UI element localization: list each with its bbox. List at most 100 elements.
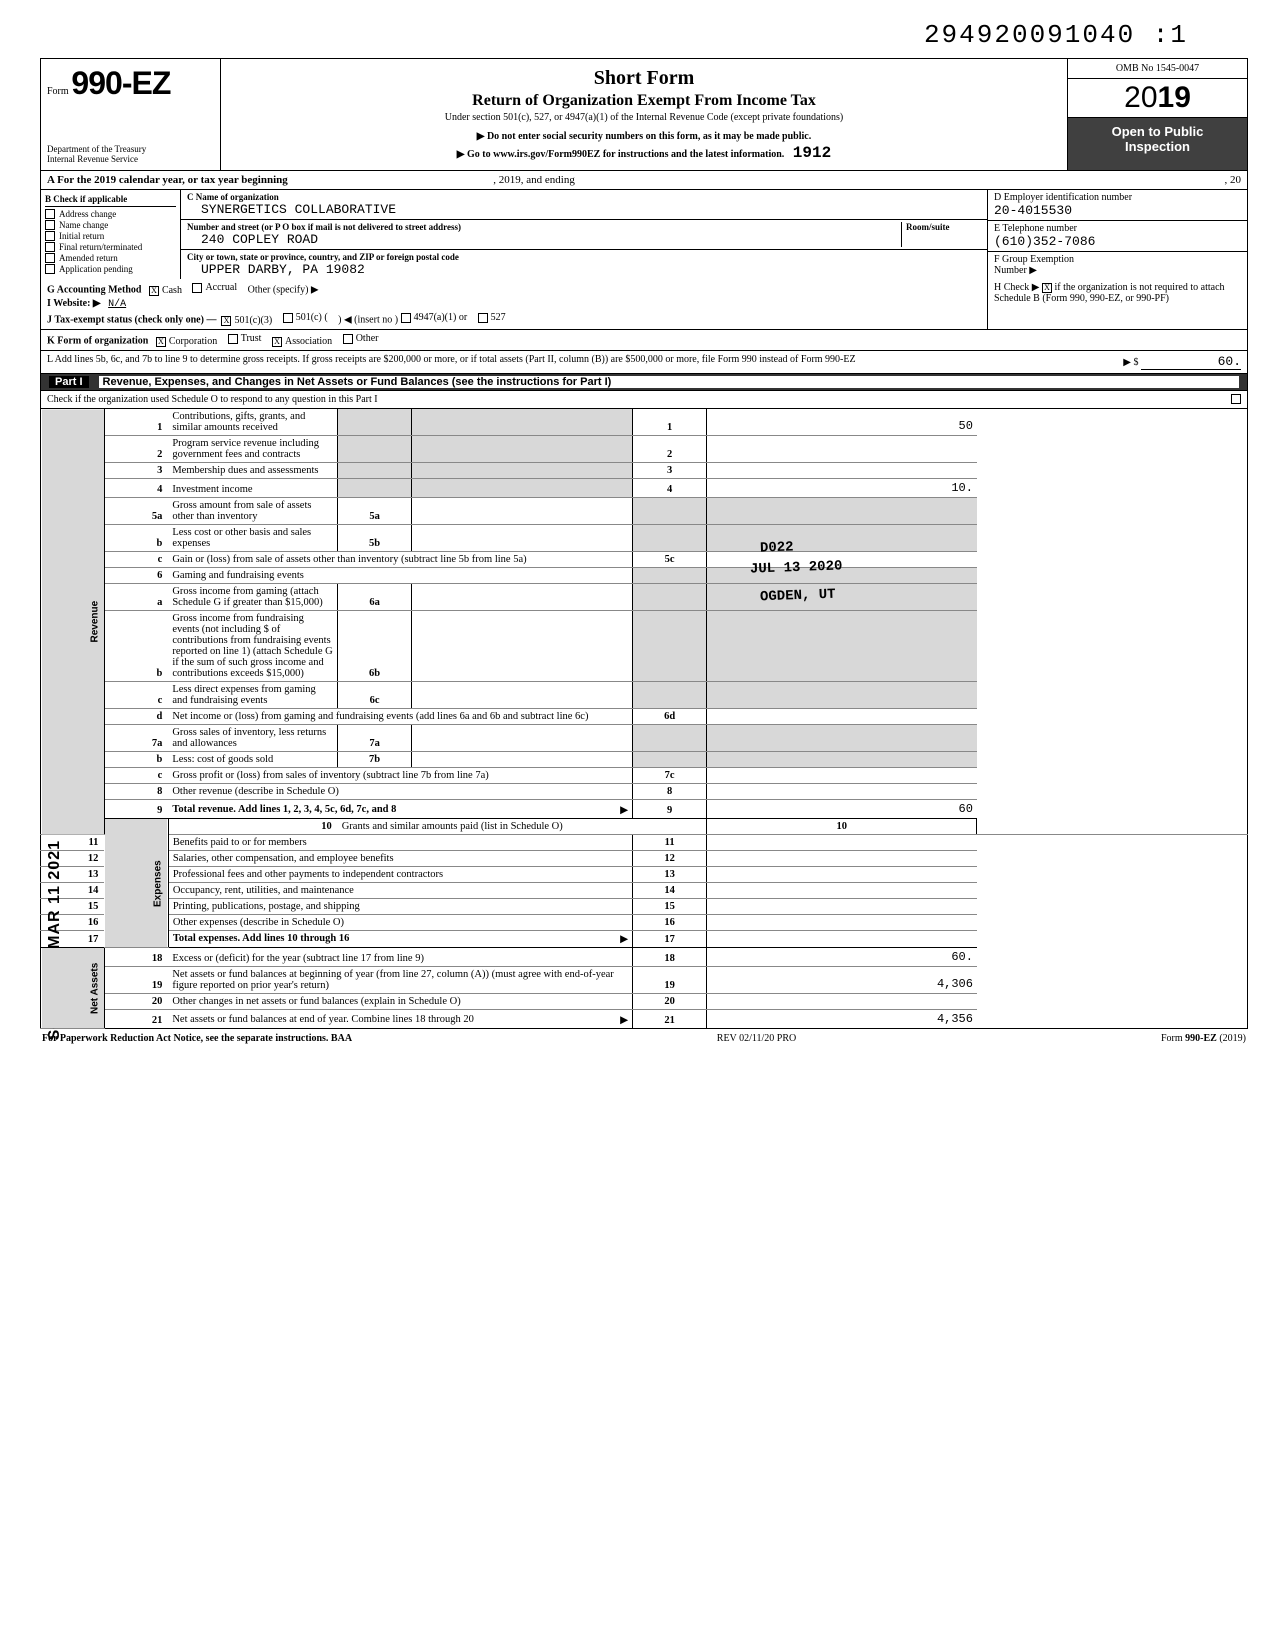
ln5c-desc: Gain or (loss) from sale of assets other… bbox=[168, 552, 632, 568]
form-title: Return of Organization Exempt From Incom… bbox=[231, 92, 1057, 110]
ln16-box: 16 bbox=[633, 915, 707, 931]
ln5c-num: c bbox=[104, 552, 168, 568]
ln19-desc: Net assets or fund balances at beginning… bbox=[168, 967, 632, 994]
chk-accrual[interactable] bbox=[192, 283, 202, 293]
ln6d-box: 6d bbox=[633, 709, 707, 725]
ln11-desc: Benefits paid to or for members bbox=[168, 835, 632, 851]
l-text: L Add lines 5b, 6c, and 7b to line 9 to … bbox=[47, 354, 856, 370]
ln3-num: 3 bbox=[104, 463, 168, 479]
chk-name-change[interactable] bbox=[45, 220, 55, 230]
ln19-box: 19 bbox=[633, 967, 707, 994]
ln18-val: 60. bbox=[707, 948, 977, 967]
ln10-num: 10 bbox=[168, 819, 337, 835]
ln8-desc: Other revenue (describe in Schedule O) bbox=[168, 784, 632, 800]
form-header: Form 990-EZ Department of the Treasury I… bbox=[40, 58, 1248, 171]
group-exemption-label: F Group Exemption bbox=[994, 254, 1074, 265]
dept-irs: Internal Revenue Service bbox=[47, 154, 214, 164]
stamp-received-date: JUL 13 2020 bbox=[750, 558, 843, 577]
group-exemption-number-label: Number ▶ bbox=[994, 265, 1037, 276]
ln15-box: 15 bbox=[633, 899, 707, 915]
ln6d-num: d bbox=[104, 709, 168, 725]
ein-label: D Employer identification number bbox=[994, 192, 1241, 203]
ln1-val: 50 bbox=[707, 409, 977, 436]
chk-initial-return[interactable] bbox=[45, 231, 55, 241]
ssn-warning: ▶ Do not enter social security numbers o… bbox=[231, 131, 1057, 142]
ln10-box: 10 bbox=[707, 819, 977, 835]
ln2-num: 2 bbox=[104, 436, 168, 463]
room-suite-label: Room/suite bbox=[906, 222, 950, 232]
goto-line: ▶ Go to www.irs.gov/Form990EZ for instru… bbox=[457, 149, 785, 160]
part1-check-text: Check if the organization used Schedule … bbox=[47, 394, 378, 405]
lbl-527: 527 bbox=[491, 312, 506, 323]
ln6c-ibox: 6c bbox=[338, 682, 412, 709]
h-label: H Check ▶ bbox=[994, 282, 1039, 293]
chk-other-org[interactable] bbox=[343, 334, 353, 344]
ln14-box: 14 bbox=[633, 883, 707, 899]
lbl-insert-no: ) ◀ (insert no ) bbox=[338, 315, 398, 326]
document-id-stamp: 294920091040 :1 bbox=[40, 20, 1248, 50]
j-label: J Tax-exempt status (check only one) — bbox=[47, 315, 216, 326]
i-label: I Website: ▶ bbox=[47, 298, 101, 309]
ln21-desc: Net assets or fund balances at end of ye… bbox=[172, 1014, 474, 1025]
ln9-num: 9 bbox=[104, 800, 168, 819]
ln6a-ibox: 6a bbox=[338, 584, 412, 611]
chk-assoc[interactable]: X bbox=[272, 337, 282, 347]
chk-4947[interactable] bbox=[401, 313, 411, 323]
ln21-num: 21 bbox=[104, 1010, 168, 1029]
chk-501c3[interactable]: X bbox=[221, 316, 231, 326]
chk-part1-schedule-o[interactable] bbox=[1231, 394, 1241, 404]
ln17-arrow: ▶ bbox=[620, 933, 628, 945]
chk-schedule-b[interactable]: X bbox=[1042, 283, 1052, 293]
ln6c-num: c bbox=[104, 682, 168, 709]
l-gross-receipts: 60. bbox=[1141, 354, 1241, 370]
ln21-arrow: ▶ bbox=[620, 1014, 628, 1026]
ln17-desc: Total expenses. Add lines 10 through 16 bbox=[173, 933, 350, 944]
ln3-val bbox=[707, 463, 977, 479]
ln6a-desc: Gross income from gaming (attach Schedul… bbox=[168, 584, 337, 611]
ln6b-ibox: 6b bbox=[338, 611, 412, 682]
lbl-cash: Cash bbox=[162, 285, 182, 296]
col-b-header: B Check if applicable bbox=[45, 194, 176, 207]
ein-value: 20-4015530 bbox=[994, 203, 1241, 218]
lbl-name-change: Name change bbox=[59, 220, 108, 230]
ln1-desc: Contributions, gifts, grants, and simila… bbox=[168, 409, 337, 436]
chk-trust[interactable] bbox=[228, 334, 238, 344]
lbl-other-org: Other bbox=[356, 333, 379, 344]
stamp-1912: 1912 bbox=[793, 144, 831, 162]
chk-501c[interactable] bbox=[283, 313, 293, 323]
side-expenses: Expenses bbox=[104, 819, 168, 948]
row-a-mid: , 2019, and ending bbox=[493, 174, 575, 186]
g-label: G Accounting Method bbox=[47, 285, 141, 296]
tel-label: E Telephone number bbox=[994, 223, 1241, 234]
ln5b-ibox: 5b bbox=[338, 525, 412, 552]
c-city-label: City or town, state or province, country… bbox=[187, 252, 981, 262]
ln5a-ibox: 5a bbox=[338, 498, 412, 525]
chk-app-pending[interactable] bbox=[45, 264, 55, 274]
ln18-num: 18 bbox=[104, 948, 168, 967]
ln12-box: 12 bbox=[633, 851, 707, 867]
ln8-num: 8 bbox=[104, 784, 168, 800]
chk-cash[interactable]: X bbox=[149, 286, 159, 296]
lbl-other-method: Other (specify) ▶ bbox=[248, 285, 319, 296]
chk-527[interactable] bbox=[478, 313, 488, 323]
ln12-desc: Salaries, other compensation, and employ… bbox=[168, 851, 632, 867]
form-number: 990-EZ bbox=[71, 65, 170, 101]
part1-title: Revenue, Expenses, and Changes in Net As… bbox=[99, 376, 1239, 388]
ln10-val bbox=[977, 819, 1248, 835]
chk-final-return[interactable] bbox=[45, 242, 55, 252]
part1-table: Revenue 1 Contributions, gifts, grants, … bbox=[40, 409, 1248, 1029]
form-prefix: Form bbox=[47, 86, 69, 97]
ln7a-num: 7a bbox=[104, 725, 168, 752]
chk-address-change[interactable] bbox=[45, 209, 55, 219]
ln20-desc: Other changes in net assets or fund bala… bbox=[168, 994, 632, 1010]
c-name-label: C Name of organization bbox=[187, 192, 981, 202]
chk-corp[interactable]: X bbox=[156, 337, 166, 347]
chk-amended[interactable] bbox=[45, 253, 55, 263]
footer-rev: REV 02/11/20 PRO bbox=[717, 1033, 796, 1044]
ln21-val: 4,356 bbox=[707, 1010, 977, 1029]
ln7c-val bbox=[707, 768, 977, 784]
ln20-box: 20 bbox=[633, 994, 707, 1010]
lbl-app-pending: Application pending bbox=[59, 264, 133, 274]
lbl-corp: Corporation bbox=[169, 336, 217, 347]
ln18-box: 18 bbox=[633, 948, 707, 967]
